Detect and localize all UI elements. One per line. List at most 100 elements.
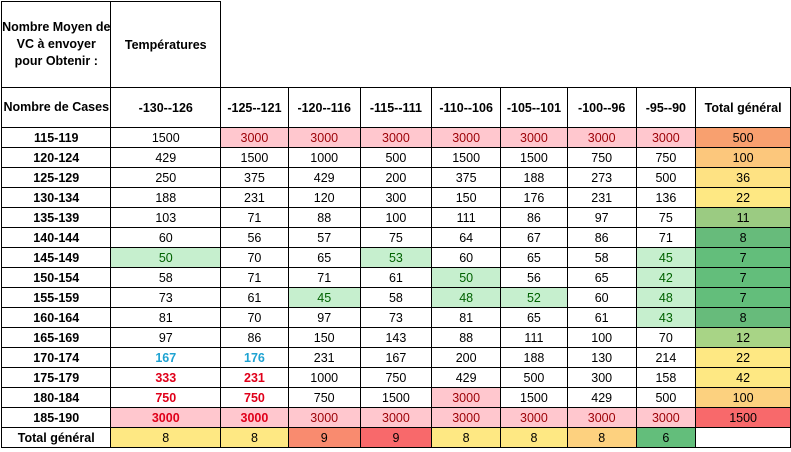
table-cell: 176 <box>500 187 568 208</box>
table-cell: 150 <box>287 327 361 348</box>
table-cell: 3000 <box>110 407 222 428</box>
table-cell: 375 <box>220 167 289 188</box>
table-cell: 65 <box>287 247 361 268</box>
row-total-cell: 7 <box>695 247 791 268</box>
table-cell: 231 <box>220 367 289 388</box>
table-row: 155-159 73 61 45 58 48 52 60 48 7 <box>0 287 791 308</box>
column-header: -130--126 <box>110 87 222 128</box>
row-total-cell: 12 <box>695 327 791 348</box>
column-header: -110--106 <box>431 87 502 128</box>
table-cell: 70 <box>220 247 289 268</box>
table-cell: 48 <box>635 287 697 308</box>
row-total-cell: 100 <box>695 387 791 408</box>
table-cell: 3000 <box>287 127 361 148</box>
table-cell: 1000 <box>287 147 361 168</box>
table-cell: 500 <box>635 167 697 188</box>
total-cell: 9 <box>359 427 433 448</box>
row-label: 145-149 <box>0 247 112 268</box>
column-header: -125--121 <box>220 87 289 128</box>
table-cell: 231 <box>220 187 289 208</box>
table-row: 125-129 250 375 429 200 375 188 273 500 36 <box>0 167 791 188</box>
total-cell: 9 <box>287 427 361 448</box>
table-cell: 429 <box>287 167 361 188</box>
row-label: 160-164 <box>0 307 112 328</box>
table-row: 180-184 750 750 750 1500 3000 1500 429 500 100 <box>0 387 791 408</box>
row-total-cell: 8 <box>695 227 791 248</box>
table-cell: 3000 <box>566 407 637 428</box>
table-cell: 375 <box>431 167 502 188</box>
total-cell <box>695 427 791 448</box>
column-header: -105--101 <box>500 87 568 128</box>
total-cell: 6 <box>635 427 697 448</box>
row-total-cell: 8 <box>695 307 791 328</box>
row-total-cell: 42 <box>695 367 791 388</box>
table-cell: 61 <box>220 287 289 308</box>
table-cell: 3000 <box>566 127 637 148</box>
table-cell: 750 <box>220 387 289 408</box>
table-cell: 56 <box>220 227 289 248</box>
table-cell: 65 <box>500 307 568 328</box>
row-label: 120-124 <box>0 147 112 168</box>
table-cell: 429 <box>110 147 222 168</box>
table-cell: 500 <box>359 147 433 168</box>
table-cell: 3000 <box>635 407 697 428</box>
table-cell: 103 <box>110 207 222 228</box>
table-cell: 65 <box>566 267 637 288</box>
row-label: 170-174 <box>0 347 112 368</box>
row-total-cell: 22 <box>695 347 791 368</box>
total-cell: 8 <box>431 427 502 448</box>
table-cell: 231 <box>287 347 361 368</box>
table-cell: 52 <box>500 287 568 308</box>
total-cell: 8 <box>566 427 637 448</box>
table-cell: 3000 <box>635 127 697 148</box>
table-cell: 88 <box>287 207 361 228</box>
table-cell: 200 <box>359 167 433 188</box>
table-row: 175-179 333 231 1000 750 429 500 300 158 42 <box>0 367 791 388</box>
table-cell: 3000 <box>431 127 502 148</box>
row-total-cell: 7 <box>695 287 791 308</box>
table-cell: 58 <box>110 267 222 288</box>
table-row: 170-174 167 176 231 167 200 188 130 214 22 <box>0 347 791 368</box>
total-cell: 8 <box>220 427 289 448</box>
table-cell: 65 <box>500 247 568 268</box>
table-row: 160-164 81 70 97 73 81 65 61 43 8 <box>0 307 791 328</box>
table-cell: 42 <box>635 267 697 288</box>
table-cell: 71 <box>635 227 697 248</box>
table-cell: 214 <box>635 347 697 368</box>
row-label: 125-129 <box>0 167 112 188</box>
table-cell: 167 <box>359 347 433 368</box>
table-cell: 750 <box>635 147 697 168</box>
table-cell: 50 <box>431 267 502 288</box>
table-cell: 81 <box>110 307 222 328</box>
table-cell: 158 <box>635 367 697 388</box>
table-cell: 273 <box>566 167 637 188</box>
total-cell: 8 <box>110 427 222 448</box>
table-cell: 97 <box>566 207 637 228</box>
table-cell: 48 <box>431 287 502 308</box>
table-cell: 3000 <box>359 407 433 428</box>
table-cell: 67 <box>500 227 568 248</box>
row-label: 150-154 <box>0 267 112 288</box>
row-header-label: Nombre de Cases <box>0 87 112 128</box>
table-cell: 136 <box>635 187 697 208</box>
column-header: -120--116 <box>287 87 361 128</box>
row-total-cell: 22 <box>695 187 791 208</box>
table-cell: 45 <box>287 287 361 308</box>
table-row: 165-169 97 86 150 143 88 111 100 70 12 <box>0 327 791 348</box>
table-cell: 111 <box>431 207 502 228</box>
row-label: 175-179 <box>0 367 112 388</box>
table-row: 150-154 58 71 71 61 50 56 65 42 7 <box>0 267 791 288</box>
table-cell: 1500 <box>500 387 568 408</box>
table-cell: 3000 <box>431 407 502 428</box>
table-cell: 3000 <box>220 127 289 148</box>
column-header: Total général <box>695 87 791 128</box>
total-row-label: Total général <box>0 427 112 448</box>
table-cell: 88 <box>431 327 502 348</box>
table-cell: 86 <box>566 227 637 248</box>
corner-label: Nombre Moyen de VC à envoyer pour Obteni… <box>0 1 112 88</box>
table-cell: 1500 <box>220 147 289 168</box>
table-cell: 57 <box>287 227 361 248</box>
table-cell: 3000 <box>500 127 568 148</box>
table-cell: 300 <box>359 187 433 208</box>
table-cell: 45 <box>635 247 697 268</box>
